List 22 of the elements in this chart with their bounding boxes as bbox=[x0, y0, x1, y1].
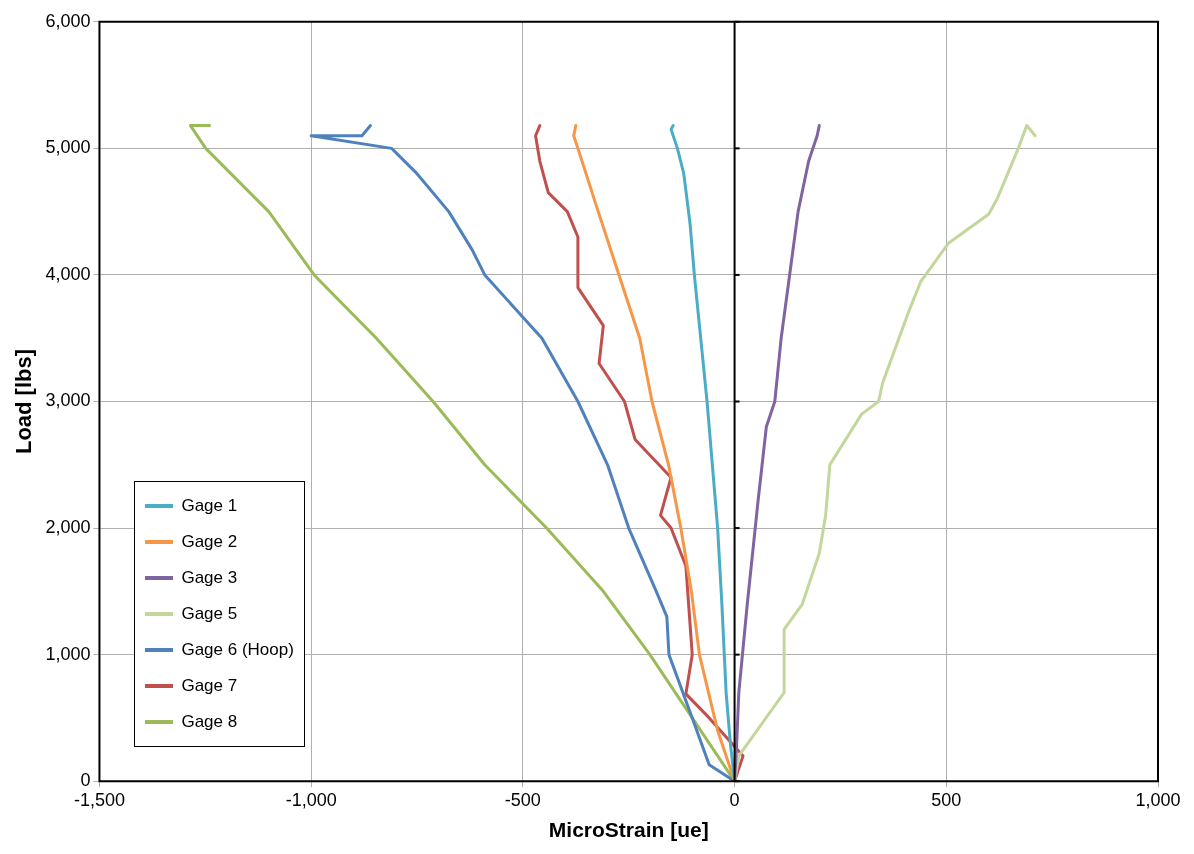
x-tick-label: -500 bbox=[504, 789, 541, 810]
y-axis-title: Load [lbs] bbox=[11, 348, 37, 455]
y-tick-label: 0 bbox=[80, 770, 91, 791]
y-tick-label: 2,000 bbox=[45, 517, 91, 538]
legend-label: Gage 2 bbox=[181, 532, 238, 553]
legend-label: Gage 6 (Hoop) bbox=[181, 640, 294, 661]
y-tick-label: 6,000 bbox=[45, 10, 91, 31]
legend-label: Gage 1 bbox=[181, 496, 238, 517]
y-tick-label: 1,000 bbox=[45, 643, 91, 664]
x-tick-label: 500 bbox=[931, 789, 962, 810]
x-tick-label: -1,000 bbox=[285, 789, 337, 810]
legend-label: Gage 3 bbox=[181, 568, 238, 589]
y-tick-label: 5,000 bbox=[45, 137, 91, 158]
x-tick-label: 0 bbox=[729, 789, 740, 810]
x-tick-label: -1,500 bbox=[73, 789, 125, 810]
y-tick-label: 3,000 bbox=[45, 390, 91, 411]
x-tick-label: 1,000 bbox=[1135, 789, 1181, 810]
y-tick-label: 4,000 bbox=[45, 263, 91, 284]
x-axis-title: MicroStrain [ue] bbox=[548, 818, 709, 842]
legend-label: Gage 5 bbox=[181, 604, 238, 625]
legend-label: Gage 8 bbox=[181, 712, 238, 733]
legend-label: Gage 7 bbox=[181, 676, 238, 697]
